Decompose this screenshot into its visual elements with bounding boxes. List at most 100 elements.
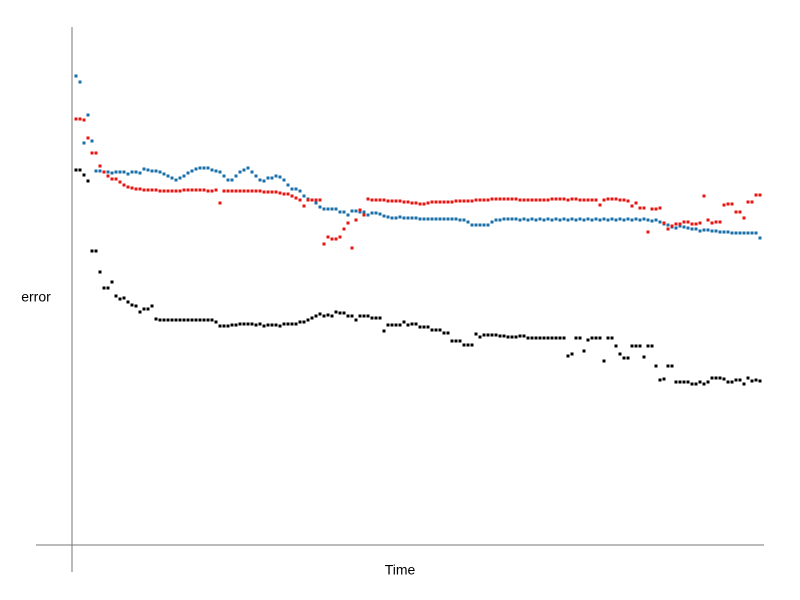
- point: [530, 336, 534, 340]
- point: [474, 198, 478, 202]
- point: [602, 359, 606, 363]
- point: [382, 198, 386, 202]
- point: [74, 117, 78, 121]
- point: [326, 313, 330, 317]
- point: [294, 322, 298, 326]
- point: [98, 169, 102, 173]
- point: [546, 198, 550, 202]
- point: [746, 200, 750, 204]
- point: [230, 323, 234, 327]
- point: [202, 318, 206, 322]
- point: [558, 197, 562, 201]
- point: [138, 187, 142, 191]
- point: [686, 220, 690, 224]
- point: [626, 356, 630, 360]
- point: [242, 168, 246, 172]
- point: [670, 224, 674, 228]
- point: [634, 217, 638, 221]
- point: [306, 318, 310, 322]
- point: [526, 218, 530, 222]
- point: [730, 202, 734, 206]
- point: [602, 217, 606, 221]
- point: [78, 80, 82, 84]
- point: [494, 218, 498, 222]
- point: [154, 169, 158, 173]
- point: [282, 192, 286, 196]
- point: [662, 377, 666, 381]
- point: [82, 118, 86, 122]
- point: [302, 320, 306, 324]
- point: [750, 200, 754, 204]
- point: [374, 211, 378, 215]
- point: [458, 339, 462, 343]
- point: [654, 218, 658, 222]
- point: [194, 167, 198, 171]
- point: [378, 316, 382, 320]
- point: [230, 189, 234, 193]
- point: [418, 202, 422, 206]
- point: [270, 190, 274, 194]
- point: [106, 170, 110, 174]
- point: [430, 200, 434, 204]
- point: [566, 354, 570, 358]
- point: [226, 178, 230, 182]
- point: [334, 207, 338, 211]
- point: [250, 189, 254, 193]
- point: [714, 229, 718, 233]
- point: [714, 220, 718, 224]
- point: [562, 336, 566, 340]
- point: [406, 323, 410, 327]
- point: [218, 324, 222, 328]
- point: [738, 231, 742, 235]
- point: [438, 217, 442, 221]
- point: [78, 168, 82, 172]
- point: [694, 227, 698, 231]
- point: [306, 198, 310, 202]
- point: [626, 217, 630, 221]
- point: [270, 323, 274, 327]
- point: [182, 318, 186, 322]
- point: [690, 222, 694, 226]
- point: [198, 188, 202, 192]
- point: [130, 186, 134, 190]
- point: [418, 325, 422, 329]
- point: [390, 199, 394, 203]
- point: [754, 231, 758, 235]
- point: [622, 218, 626, 222]
- point: [330, 314, 334, 318]
- point: [350, 314, 354, 318]
- point: [458, 199, 462, 203]
- point: [614, 218, 618, 222]
- point: [414, 322, 418, 326]
- point: [506, 197, 510, 201]
- point: [606, 197, 610, 201]
- point: [606, 336, 610, 340]
- point: [354, 209, 358, 213]
- point: [734, 231, 738, 235]
- point: [374, 316, 378, 320]
- point: [654, 207, 658, 211]
- point: [554, 197, 558, 201]
- point: [374, 198, 378, 202]
- point: [434, 217, 438, 221]
- point: [426, 325, 430, 329]
- point: [386, 323, 390, 327]
- point: [646, 344, 650, 348]
- point: [378, 212, 382, 216]
- point: [362, 314, 366, 318]
- point: [550, 218, 554, 222]
- point: [130, 170, 134, 174]
- point: [294, 187, 298, 191]
- point: [442, 200, 446, 204]
- point: [470, 223, 474, 227]
- point: [98, 270, 102, 274]
- point: [502, 217, 506, 221]
- point: [142, 307, 146, 311]
- point: [606, 218, 610, 222]
- point: [370, 211, 374, 215]
- point: [410, 216, 414, 220]
- point: [674, 380, 678, 384]
- point: [262, 190, 266, 194]
- point: [214, 320, 218, 324]
